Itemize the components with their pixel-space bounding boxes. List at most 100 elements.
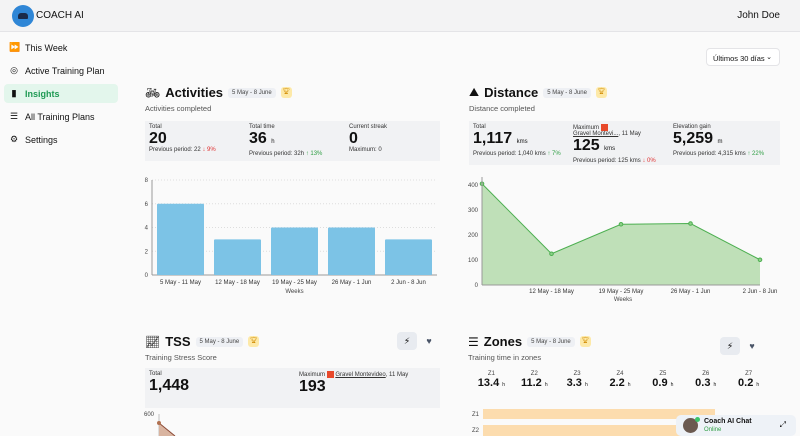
sidebar-item-all-training-plans[interactable]: ☰ All Training Plans <box>4 107 118 126</box>
stat-max-distance: Maximum Gravel Montevi..., 11 May 125 kms… <box>573 124 656 165</box>
data-point <box>757 257 763 263</box>
sidebar-item-active-training-plan[interactable]: ◎ Active Training Plan <box>4 61 118 80</box>
list-icon: ☰ <box>9 111 19 121</box>
online-dot <box>695 417 700 422</box>
zones-card: ☰ Zones 5 May - 8 June 🏆︎ Training time in … <box>468 334 591 362</box>
tss-card: 📈︎ TSS 5 May - 8 June 🏆︎ Training Stress Sc… <box>145 334 260 362</box>
y-tick-label: 0 <box>145 273 149 279</box>
card-title: Distance <box>484 85 539 100</box>
activities-stats: Total 20 Previous period: 22 ↓ 9% Total ti… <box>145 121 440 161</box>
activity-link[interactable]: Gravel Montevideo <box>335 372 386 379</box>
y-tick-label: 0 <box>475 283 479 289</box>
sidebar-item-label: Insights <box>25 88 60 99</box>
x-tick-label: 19 May - 25 May <box>272 280 317 286</box>
expand-icon[interactable]: ⤢ <box>779 420 786 429</box>
activity-link[interactable]: Gravel Montevi... <box>573 131 619 138</box>
trophy-icon[interactable]: 🏆︎ <box>595 87 607 98</box>
zone-stat: Z6 0.3 h <box>695 371 717 389</box>
gear-icon: ⚙ <box>9 134 19 144</box>
target-icon: ◎ <box>10 65 18 75</box>
zone-axis-label: Z2 <box>472 428 480 434</box>
date-badge: 5 May - 8 June <box>527 336 575 347</box>
data-point <box>549 251 554 257</box>
sidebar-item-label: Settings <box>25 134 58 145</box>
date-badge: 5 May - 8 June <box>195 336 244 347</box>
x-tick-label: 2 Jun - 8 Jun <box>391 280 426 286</box>
activities-bar-chart: 0 2 4 6 8 5 May - 11 May 12 May - 18 May 19 May… <box>145 178 437 295</box>
distance-area-chart: 0 100 200 300 400 12 May - 18 May 19 May - 25 … <box>468 177 778 302</box>
distance-card: ⛰︎ Distance 5 May - 8 June 🏆︎ Distance comp… <box>469 85 607 113</box>
coach-ai-logo[interactable] <box>12 5 34 27</box>
zone-bar-z2 <box>483 425 683 436</box>
sidebar-item-insights[interactable]: ▮ Insights <box>4 84 118 103</box>
x-axis-label: Weeks <box>285 289 303 295</box>
sidebar-item-label: All Training Plans <box>25 111 95 122</box>
line-chart-icon: 📈︎ <box>145 334 161 349</box>
bar-chart-icon: ▮ <box>11 88 17 98</box>
y-tick-label: 4 <box>145 226 149 232</box>
user-menu[interactable]: John Doe <box>737 10 780 21</box>
x-tick-label: 26 May - 1 Jun <box>671 289 711 295</box>
brand-name: COACH AI <box>36 10 84 21</box>
zone-stat: Z5 0.9 h <box>652 371 674 389</box>
bar-list-icon: ☰ <box>468 334 479 349</box>
zone-stat: Z2 11.2 h <box>520 371 548 389</box>
sidebar-item-this-week[interactable]: ⏩ This Week <box>4 38 118 57</box>
stat-total-distance: Total 1,117 kms Previous period: 1,040 kms… <box>473 124 561 157</box>
card-subtitle: Training Stress Score <box>145 353 217 362</box>
y-tick-label: 2 <box>145 249 149 255</box>
card-title: TSS <box>165 334 191 349</box>
card-subtitle: Activities completed <box>145 104 212 113</box>
tss-stats: Total 1,448 Maximum Gravel Montevideo, 11… <box>145 368 440 408</box>
data-point <box>688 221 693 226</box>
coach-avatar <box>683 418 698 433</box>
bolt-button[interactable]: ⚡︎ <box>397 332 417 350</box>
card-title: Zones <box>483 334 523 349</box>
x-tick-label: 5 May - 11 May <box>160 280 201 286</box>
fast-forward-icon: ⏩ <box>9 42 21 52</box>
stat-current-streak: Current streak 0 Maximum: 0 <box>349 124 388 153</box>
stat-total-time: Total time 36 h Previous period: 32h ↑ 13% <box>249 124 323 157</box>
heart-button[interactable]: ♥ <box>749 341 755 351</box>
trophy-icon[interactable]: 🏆︎ <box>248 336 260 347</box>
date-badge: 5 May - 8 June <box>543 87 591 98</box>
x-tick-label: 2 Jun - 8 Jun <box>743 289 778 295</box>
zone-axis-label: Z1 <box>472 412 480 418</box>
tss-y-tick: 600 <box>144 412 155 418</box>
x-tick-label: 12 May - 18 May <box>529 289 574 295</box>
bar <box>157 203 204 275</box>
zone-stat: Z4 2.2 h <box>609 371 631 389</box>
trophy-icon[interactable]: 🏆︎ <box>280 87 292 98</box>
stat-tss-total: Total 1,448 <box>149 371 190 394</box>
bar <box>385 239 432 275</box>
x-axis-label: Weeks <box>614 297 632 302</box>
y-tick-label: 200 <box>468 233 479 239</box>
tss-chart <box>157 414 176 436</box>
y-tick-label: 300 <box>468 208 479 214</box>
zone-stat: Z1 13.4 h <box>477 371 506 389</box>
strava-icon <box>326 371 334 378</box>
card-title: Activities <box>165 85 224 100</box>
y-tick-label: 8 <box>145 178 149 184</box>
zone-bar-z1 <box>483 409 715 419</box>
x-tick-label: 26 May - 1 Jun <box>332 280 372 286</box>
sidebar-item-settings[interactable]: ⚙ Settings <box>4 130 118 149</box>
activities-card: 🚲︎ Activities 5 May - 8 June 🏆︎ Activities … <box>145 85 292 113</box>
y-tick-label: 400 <box>468 183 479 189</box>
chat-status: Online <box>704 427 722 433</box>
date-range-value: Últimos 30 días <box>713 54 765 63</box>
road-icon: ⛰︎ <box>469 85 480 99</box>
heart-button[interactable]: ♥ <box>426 336 432 346</box>
top-header: COACH AI John Doe <box>0 0 800 32</box>
x-tick-label: 12 May - 18 May <box>215 280 260 286</box>
coach-chat-widget[interactable]: Coach AI Chat Online ⤢ <box>676 415 796 436</box>
area-fill <box>482 183 760 285</box>
bar <box>214 239 261 275</box>
trophy-icon[interactable]: 🏆︎ <box>579 336 591 347</box>
y-tick-label: 100 <box>468 258 479 264</box>
date-range-select[interactable]: Últimos 30 días ⌄ <box>706 48 780 66</box>
stat-tss-max: Maximum Gravel Montevideo, 11 May 193 <box>299 371 409 396</box>
bolt-button[interactable]: ⚡︎ <box>720 337 740 355</box>
stat-total: Total 20 Previous period: 22 ↓ 9% <box>149 124 216 153</box>
zones-stats: Z1 13.4 h Z2 11.2 h Z3 3.3 h Z4 2.2 h Z5 0.9 h Z6 0… <box>470 371 770 389</box>
